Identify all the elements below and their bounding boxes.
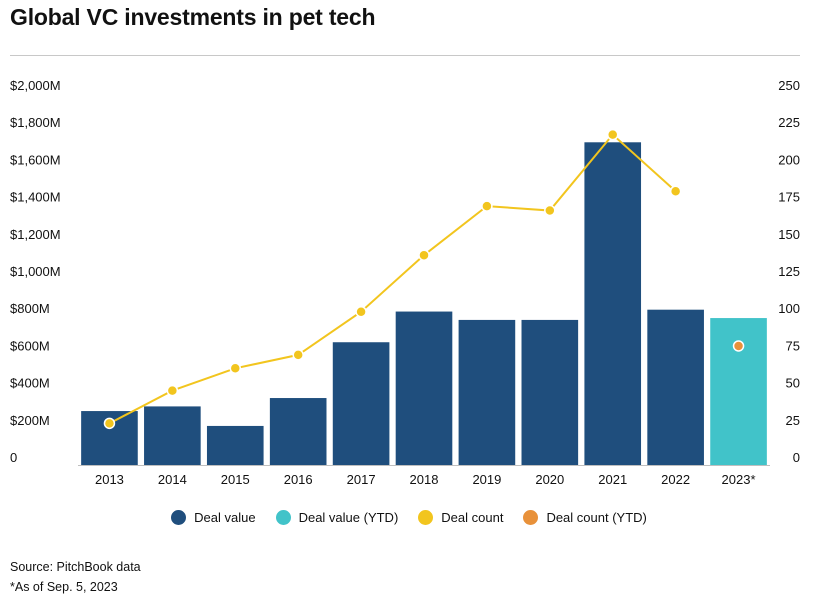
y-left-tick-label: $1,800M — [10, 115, 61, 130]
bar — [521, 319, 579, 465]
legend-label: Deal value (YTD) — [298, 510, 399, 525]
x-tick-label: 2019 — [472, 472, 501, 487]
y-left-tick-label: $2,000M — [10, 78, 61, 93]
y-right-tick-label: 100 — [778, 301, 800, 316]
legend-item-deal-count-ytd: Deal count (YTD) — [523, 510, 647, 525]
bar — [458, 319, 516, 465]
source-note: Source: PitchBook data — [10, 560, 141, 574]
y-left-tick-label: $600M — [10, 338, 50, 353]
bar — [584, 142, 642, 466]
legend-swatch — [418, 510, 434, 525]
deal-count-point — [355, 305, 367, 318]
deal-count-point — [229, 362, 242, 375]
legend-label: Deal value — [194, 510, 256, 525]
bar — [395, 311, 453, 465]
x-tick-label: 2020 — [535, 472, 564, 487]
deal-count-point — [481, 200, 493, 212]
x-tick-label: 2022 — [661, 472, 690, 487]
x-tick-label: 2017 — [347, 472, 376, 487]
y-left-tick-label: $1,400M — [10, 190, 61, 205]
x-tick-label: 2014 — [158, 472, 187, 487]
y-right-tick-label: 225 — [778, 115, 800, 130]
bar — [647, 309, 704, 465]
deal-count-point — [292, 349, 304, 361]
y-right-tick-label: 25 — [786, 413, 800, 428]
x-tick-label: 2023* — [722, 472, 756, 487]
deal-count-point — [418, 249, 430, 261]
y-left-tick-label: $1,200M — [10, 227, 61, 242]
y-right-tick-label: 250 — [778, 78, 800, 93]
y-right-tick-label: 200 — [778, 152, 800, 167]
deal-count-point — [103, 417, 116, 430]
y-left-tick-label: 0 — [10, 450, 17, 465]
bar — [710, 318, 767, 465]
y-left-tick-label: $800M — [10, 301, 50, 316]
y-right-tick-label: 150 — [778, 227, 800, 242]
legend: Deal value Deal value (YTD) Deal count D… — [0, 510, 818, 525]
chart-title: Global VC investments in pet tech — [10, 4, 376, 30]
deal-count-point — [166, 384, 179, 397]
bar — [144, 406, 201, 465]
y-left-tick-label: $400M — [10, 376, 50, 391]
y-left-tick-label: $200M — [10, 413, 50, 428]
x-tick-label: 2018 — [410, 472, 439, 487]
y-right-tick-label: 175 — [778, 190, 800, 205]
legend-swatch — [523, 510, 539, 525]
deal-count-ytd-point — [732, 340, 745, 352]
x-tick-label: 2016 — [284, 472, 313, 487]
x-tick-label: 2021 — [598, 472, 627, 487]
x-tick-label: 2015 — [221, 472, 250, 487]
y-right-tick-label: 0 — [793, 450, 800, 465]
y-right-tick-label: 50 — [786, 376, 800, 391]
chart-svg: 0 $200M $400M $600M $800M $1,000M $1,200M $1,40… — [10, 78, 800, 487]
legend-label: Deal count (YTD) — [546, 510, 647, 525]
legend-swatch — [171, 510, 187, 525]
deal-count-point — [669, 185, 682, 197]
bar — [332, 342, 390, 465]
deal-count-line — [108, 133, 677, 425]
bar — [206, 425, 264, 465]
bar — [269, 398, 327, 465]
deal-count-point — [544, 204, 556, 217]
legend-label: Deal count — [441, 510, 504, 525]
deal-count-point — [606, 128, 619, 141]
legend-item-deal-value: Deal value — [171, 510, 256, 525]
title-divider — [10, 55, 800, 56]
legend-item-deal-count: Deal count — [418, 510, 503, 525]
x-tick-label: 2013 — [95, 472, 124, 487]
legend-item-deal-value-ytd: Deal value (YTD) — [275, 510, 399, 525]
footnote: *As of Sep. 5, 2023 — [10, 580, 118, 594]
y-left-tick-label: $1,000M — [10, 264, 61, 279]
y-right-tick-label: 125 — [778, 264, 800, 279]
y-left-tick-label: $1,600M — [10, 152, 61, 167]
y-right-tick-label: 75 — [786, 338, 800, 353]
legend-swatch — [275, 510, 291, 525]
